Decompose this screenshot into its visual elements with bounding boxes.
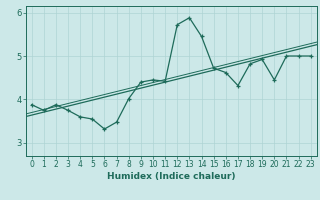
X-axis label: Humidex (Indice chaleur): Humidex (Indice chaleur) <box>107 172 236 181</box>
